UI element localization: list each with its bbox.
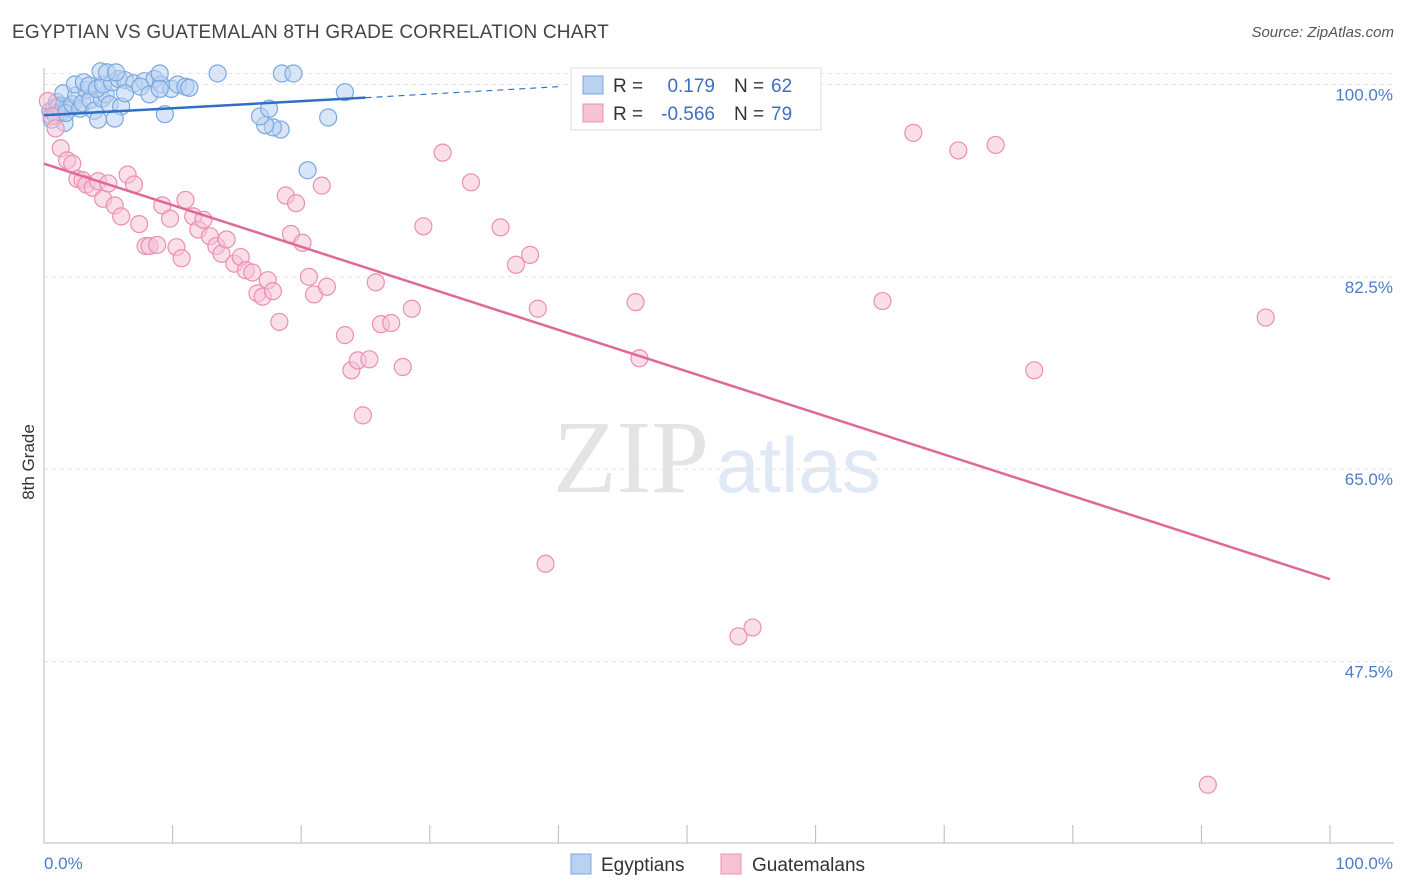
data-point-guatemalans (1025, 361, 1044, 380)
data-point-guatemalans (382, 313, 401, 333)
stats-r-label-egyptians: R = (613, 76, 643, 97)
legend-swatch-egyptians (570, 853, 592, 875)
data-point-egyptians (284, 64, 303, 83)
data-point-guatemalans (160, 209, 180, 228)
data-point-guatemalans (353, 406, 373, 425)
chart-title: EGYPTIAN VS GUATEMALAN 8TH GRADE CORRELA… (12, 22, 609, 43)
stats-box-frame (570, 67, 822, 131)
y-tick-label: 100.0% (1335, 85, 1393, 104)
data-point-guatemalans (1256, 308, 1275, 327)
data-point-guatemalans (112, 207, 131, 226)
y-tick-label: 65.0% (1345, 470, 1393, 489)
data-point-egyptians (180, 78, 199, 97)
trend-lines (43, 86, 1331, 581)
data-point-guatemalans (986, 135, 1005, 155)
y-tick-label: 82.5% (1345, 278, 1393, 297)
stats-swatch-guatemalans (582, 103, 604, 123)
data-point-egyptians (106, 63, 126, 82)
stats-r-label-guatemalans: R = (613, 104, 643, 125)
stats-swatch-egyptians (582, 75, 604, 95)
data-point-guatemalans (873, 291, 892, 311)
data-point-guatemalans (743, 618, 762, 637)
data-point-guatemalans (461, 173, 481, 192)
data-point-egyptians (150, 64, 169, 83)
data-point-guatemalans (148, 235, 167, 255)
stats-n-label-egyptians: N = (734, 76, 764, 97)
data-point-guatemalans (1198, 775, 1217, 794)
data-point-guatemalans (949, 141, 968, 160)
data-point-guatemalans (335, 326, 355, 345)
data-point-egyptians (208, 64, 227, 83)
data-point-guatemalans (729, 627, 748, 646)
trend-line-guatemalans (43, 162, 1331, 581)
data-point-egyptians (335, 83, 355, 102)
legend: Egyptians Guatemalans (570, 853, 865, 876)
data-point-guatemalans (506, 255, 526, 274)
stats-n-label-guatemalans: N = (734, 104, 764, 125)
data-point-guatemalans (270, 312, 289, 332)
data-point-guatemalans (38, 91, 57, 111)
data-point-guatemalans (217, 230, 236, 249)
series-egyptians (41, 62, 355, 180)
y-tick-label: 47.5% (1345, 663, 1393, 682)
data-point-guatemalans (299, 267, 319, 286)
data-point-guatemalans (360, 350, 379, 369)
data-point-guatemalans (521, 245, 540, 264)
watermark-atlas: atlas (716, 421, 881, 509)
data-point-guatemalans (130, 214, 149, 234)
data-point-guatemalans (393, 357, 412, 377)
stats-r-value-guatemalans: -0.566 (661, 104, 715, 125)
data-point-guatemalans (626, 293, 645, 312)
axes: 100.0% 82.5% 65.0% 47.5% 0.0% 100.0% (43, 68, 1394, 873)
data-point-guatemalans (243, 263, 262, 282)
stats-n-value-guatemalans: 79 (771, 104, 792, 125)
x-tick-label: 0.0% (44, 854, 83, 873)
data-point-guatemalans (366, 273, 385, 292)
x-tick-label: 100.0% (1335, 854, 1393, 873)
watermark-zip: ZIP (553, 400, 709, 515)
data-point-guatemalans (263, 282, 283, 301)
stats-box: R = 0.179 N = 62 R = -0.566 N = 79 (570, 67, 822, 131)
data-point-guatemalans (414, 217, 433, 236)
trend-line-egyptians-extension (365, 86, 559, 99)
data-point-guatemalans (286, 194, 306, 213)
data-point-guatemalans (491, 218, 510, 237)
legend-label-egyptians: Egyptians (601, 855, 684, 876)
data-point-guatemalans (176, 190, 195, 210)
data-point-egyptians (150, 79, 169, 98)
data-point-guatemalans (536, 554, 555, 573)
stats-r-value-egyptians: 0.179 (667, 76, 715, 97)
data-point-egyptians (319, 108, 338, 127)
data-point-egyptians (115, 84, 135, 103)
grid (44, 72, 1394, 663)
data-point-guatemalans (312, 176, 331, 195)
data-point-guatemalans (904, 123, 923, 142)
data-point-guatemalans (172, 249, 191, 268)
data-point-egyptians (105, 109, 124, 128)
data-point-guatemalans (528, 299, 547, 318)
data-point-guatemalans (402, 299, 421, 318)
trend-line-egyptians (43, 96, 366, 117)
y-axis-label: 8th Grade (19, 424, 38, 500)
source-label: Source: ZipAtlas.com (1251, 24, 1394, 41)
data-point-guatemalans (46, 119, 65, 138)
legend-swatch-guatemalans (720, 853, 742, 875)
data-point-egyptians (298, 161, 317, 180)
data-point-guatemalans (433, 143, 452, 162)
data-point-guatemalans (317, 277, 337, 296)
legend-label-guatemalans: Guatemalans (752, 855, 865, 876)
stats-n-value-egyptians: 62 (771, 76, 792, 97)
